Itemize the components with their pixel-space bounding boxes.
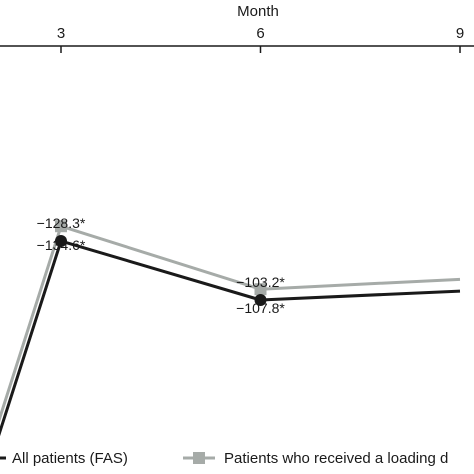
series-line [0, 239, 461, 437]
x-tick-label: 6 [256, 25, 264, 42]
data-label: −128.3* [37, 215, 86, 231]
legend-label: Patients who received a loading d [224, 450, 448, 467]
data-label: −107.8* [236, 300, 285, 316]
x-tick-label: 3 [57, 25, 65, 42]
legend-label: All patients (FAS) [12, 450, 128, 467]
series-line [0, 224, 461, 423]
legend-marker [193, 452, 205, 464]
data-label: −103.2* [236, 274, 285, 290]
data-point [55, 220, 67, 233]
series-group: −134.6*−107.8*−128.3*−103.2* [0, 215, 461, 437]
data-point [55, 235, 67, 248]
data-point [254, 294, 267, 306]
x-axis-ticks: 3 6 9 [57, 25, 464, 53]
data-point [254, 283, 267, 296]
x-tick-label: 9 [456, 25, 464, 42]
legend: All patients (FAS) Patients who received … [0, 450, 448, 467]
x-axis-title: Month [237, 3, 279, 20]
